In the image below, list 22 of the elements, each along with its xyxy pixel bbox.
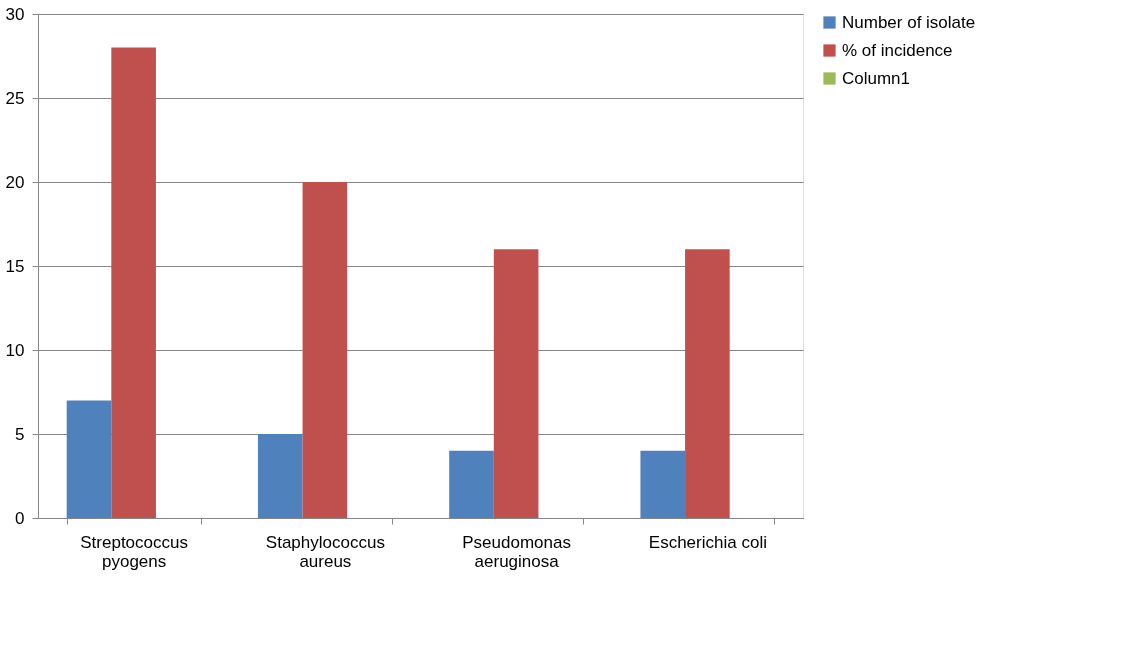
x-tick-label: Escherichia coli: [648, 532, 767, 552]
bar: [257, 434, 303, 518]
legend-label: % of incidence: [842, 40, 953, 60]
bar: [111, 47, 156, 518]
y-tick-label: 0: [15, 508, 25, 528]
y-tick-label: 10: [5, 340, 25, 360]
bar: [640, 450, 686, 518]
y-tick-label: 25: [5, 88, 25, 108]
bar: [302, 182, 348, 518]
y-tick-label: 15: [5, 256, 25, 276]
x-tick-label: Pseudomonas aeruginosa: [462, 532, 571, 571]
x-tick-label: Streptococcus pyogens: [80, 532, 188, 571]
bar: [449, 450, 494, 518]
x-tick-label: Staphylococcus aureus: [265, 532, 385, 571]
bar: [685, 249, 730, 518]
bar: [493, 249, 539, 518]
y-tick-label: 5: [15, 424, 25, 444]
y-tick-label: 20: [5, 172, 25, 192]
y-tick-label: 30: [5, 4, 25, 24]
legend-label: Number of isolate: [842, 12, 976, 32]
bar: [66, 400, 112, 518]
legend-label: Column1: [842, 68, 911, 88]
